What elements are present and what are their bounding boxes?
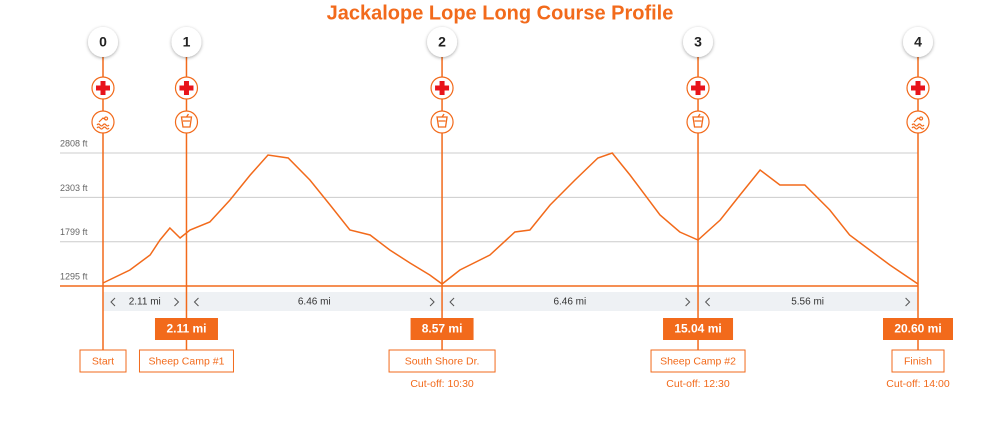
arrow: [685, 297, 691, 307]
elevation-line: [102, 152, 919, 285]
station-number: 4: [914, 34, 922, 50]
station-name: Sheep Camp #1: [149, 355, 225, 367]
station-name: Finish: [904, 355, 932, 367]
cutoff-label: Cut-off: 12:30: [666, 378, 730, 390]
station-name: Start: [92, 355, 114, 367]
mile-box: [154, 318, 218, 340]
station-circle: [903, 27, 933, 57]
swim-icon: [96, 116, 110, 130]
station-circle: [683, 27, 714, 57]
name-box: [388, 349, 496, 373]
arrow: [193, 297, 199, 307]
mile-box: [883, 318, 953, 340]
y-tick-label: 1295 ft: [60, 271, 88, 281]
segment-label: 5.56 mi: [791, 297, 824, 308]
station-circle: [171, 27, 202, 57]
icon-circle: [430, 110, 454, 134]
station-number: 1: [183, 34, 191, 50]
medical-icon: [96, 81, 110, 95]
name-box: [650, 349, 746, 373]
swim-icon: [911, 116, 925, 130]
medical-icon: [179, 81, 194, 95]
station-name: Sheep Camp #2: [660, 355, 736, 367]
mile-label: 8.57 mi: [422, 322, 463, 336]
mile-label: 20.60 mi: [894, 322, 941, 336]
y-tick-label: 2808 ft: [60, 138, 88, 148]
station-number: 3: [694, 34, 702, 50]
icon-circle: [906, 110, 930, 134]
medical-icon: [911, 81, 925, 95]
cup-icon: [692, 113, 704, 128]
y-tick-label: 2303 ft: [60, 183, 88, 193]
name-box: [138, 349, 234, 373]
mile-box: [410, 318, 474, 340]
cup-icon: [180, 113, 193, 128]
cutoff-label: Cut-off: 10:30: [410, 378, 474, 390]
station-name: South Shore Dr.: [405, 355, 480, 367]
cutoff-label: Cut-off: 14:00: [886, 378, 950, 390]
name-box: [79, 349, 127, 373]
mile-label: 15.04 mi: [674, 322, 721, 336]
name-box: [891, 349, 945, 373]
arrow: [449, 297, 455, 307]
arrow: [704, 297, 710, 307]
icon-circle: [91, 110, 115, 134]
arrow: [174, 297, 180, 307]
segment-label: 6.46 mi: [298, 297, 331, 308]
medical-icon: [691, 81, 706, 95]
segment-band: [103, 292, 918, 311]
y-tick-label: 1799 ft: [60, 227, 88, 237]
cup-icon: [436, 113, 448, 128]
station-circle: [427, 27, 458, 57]
chart-title: Jackalope Lope Long Course Profile: [327, 2, 674, 24]
mile-label: 2.11 mi: [166, 322, 206, 336]
segment-label: 6.46 mi: [553, 297, 586, 308]
station-circle: [88, 27, 118, 57]
medical-icon: [435, 81, 450, 95]
mile-box: [663, 318, 734, 340]
arrow: [110, 297, 116, 307]
station-number: 2: [438, 34, 446, 50]
station-number: 0: [99, 34, 107, 50]
icon-circle: [174, 110, 199, 134]
segment-label: 2.11 mi: [129, 297, 161, 308]
arrow: [905, 297, 911, 307]
arrow: [429, 297, 435, 307]
icon-circle: [686, 110, 710, 134]
